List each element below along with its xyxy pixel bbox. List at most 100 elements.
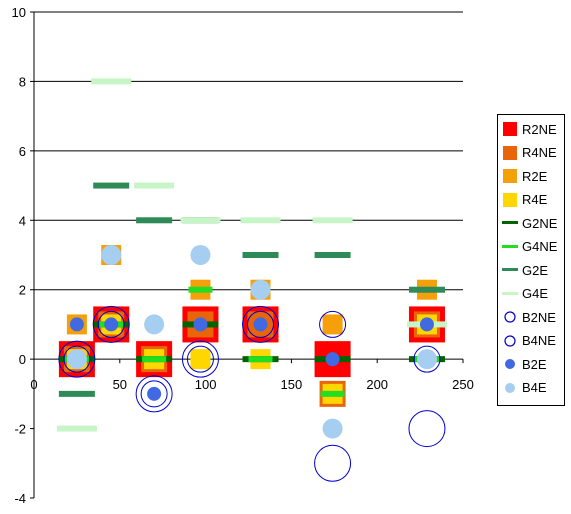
legend-swatch-G4E <box>502 291 518 295</box>
point-R2E-5 <box>322 314 343 335</box>
legend-swatch-G4NE <box>502 244 518 248</box>
legend-label-R2E: R2E <box>522 168 548 184</box>
legend: R2NE R4NE R2E R4E G2NE G4NE G2E G4E B2NE B4NE B2E B… <box>497 114 565 406</box>
series-B2NE <box>63 310 441 408</box>
series-B2E <box>69 317 434 401</box>
legend-label-B2E: B2E <box>522 356 547 372</box>
point-G2E-1 <box>93 182 130 189</box>
legend-label-R4NE: R4NE <box>522 145 557 160</box>
point-G4E-5 <box>312 217 353 224</box>
point-B2E-6 <box>419 317 434 332</box>
legend-marker-G4E <box>502 291 518 295</box>
point-G2E-5 <box>314 252 351 258</box>
legend-marker-B4NE <box>504 334 516 347</box>
legend-marker-G4NE <box>502 244 518 248</box>
y-tick-label-10: 10 <box>12 5 26 20</box>
gridlines <box>34 11 463 291</box>
point-G4NE-2 <box>142 356 167 363</box>
legend-item-G4E: G4E <box>502 285 548 303</box>
legend-label-G2E: G2E <box>522 262 549 278</box>
y-tick-label--4: -4 <box>14 491 26 506</box>
point-B2NE-3 <box>186 345 214 373</box>
legend-swatch-G2E <box>502 268 518 271</box>
legend-label-R4E: R4E <box>522 192 548 207</box>
point-B4E-4 <box>250 279 271 300</box>
legend-item-G4NE: G4NE <box>502 238 557 256</box>
legend-item-B2NE: B2NE <box>502 308 556 326</box>
point-G2E-2 <box>136 217 173 224</box>
point-G2E-6 <box>408 286 445 293</box>
y-tick-label-0: 0 <box>19 352 26 367</box>
point-B4NE-2 <box>135 375 173 413</box>
x-tick-label-0: 0 <box>30 377 37 392</box>
legend-item-B2E: B2E <box>502 355 547 373</box>
legend-marker-R2E <box>503 169 517 183</box>
point-G4NE-5 <box>320 390 345 397</box>
legend-marker-B2NE <box>504 311 516 323</box>
point-B4NE-6 <box>408 410 446 448</box>
point-B2E-1 <box>104 317 119 332</box>
legend-swatch-G2NE <box>502 221 518 224</box>
legend-swatch-R2E <box>503 169 517 183</box>
point-B2NE-6 <box>413 345 441 373</box>
legend-item-G2NE: G2NE <box>502 214 557 232</box>
point-B2NE-1 <box>97 310 125 338</box>
point-B4E-1 <box>101 245 122 265</box>
legend-label-B4E: B4E <box>522 380 547 395</box>
legend-label-G4E: G4E <box>522 286 549 301</box>
legend-swatch-R4NE <box>503 145 517 160</box>
legend-item-B4NE: B4NE <box>502 332 556 350</box>
point-B2E-0 <box>69 317 84 332</box>
point-B2E-2 <box>147 386 162 401</box>
legend-label-B2NE: B2NE <box>522 309 556 325</box>
y-tick-label-8: 8 <box>19 74 26 89</box>
point-B2NE-0 <box>63 345 91 373</box>
legend-marker-G2NE <box>502 221 518 224</box>
point-B2NE-2 <box>140 380 168 408</box>
legend-swatch-B2NE <box>504 311 516 323</box>
point-R4E-3 <box>190 349 211 370</box>
legend-item-R2NE: R2NE <box>502 120 557 138</box>
point-B2E-3 <box>193 317 208 332</box>
point-G4E-0 <box>56 425 97 432</box>
legend-item-B4E: B4E <box>502 379 547 397</box>
legend-swatch-B2E <box>505 359 515 369</box>
point-G4E-2 <box>134 182 175 189</box>
point-B4NE-4 <box>242 305 280 343</box>
legend-swatch-B4E <box>505 382 515 393</box>
legend-item-G2E: G2E <box>502 261 548 279</box>
point-B4E-2 <box>144 314 165 335</box>
x-tick-label-250: 250 <box>452 377 474 392</box>
data-points <box>56 78 447 482</box>
x-tick-label-150: 150 <box>281 377 303 392</box>
point-G4E-3 <box>180 217 221 224</box>
x-tick-label-50: 50 <box>113 377 127 392</box>
legend-label-G4NE: G4NE <box>522 239 558 254</box>
legend-item-R4NE: R4NE <box>502 144 557 162</box>
point-B4E-0 <box>66 349 87 370</box>
point-G2E-0 <box>58 390 95 397</box>
legend-marker-B2E <box>505 359 515 369</box>
point-G4NE-4 <box>248 356 273 363</box>
y-tick-label-2: 2 <box>19 283 26 298</box>
point-B2NE-5 <box>319 310 347 338</box>
point-B4NE-5 <box>314 444 352 482</box>
legend-marker-R4E <box>503 192 517 207</box>
legend-label-R2NE: R2NE <box>522 121 557 137</box>
series-B4E <box>66 245 437 439</box>
legend-swatch-R2NE <box>503 122 517 136</box>
legend-marker-G2E <box>502 268 518 271</box>
y-tick-label-4: 4 <box>19 213 26 228</box>
legend-marker-B4E <box>505 382 515 393</box>
point-B2E-5 <box>325 352 340 367</box>
point-B4NE-0 <box>58 340 96 378</box>
legend-marker-R2NE <box>503 122 517 136</box>
x-tick-label-100: 100 <box>195 377 217 392</box>
point-B2E-4 <box>253 317 268 332</box>
point-B4E-3 <box>190 245 211 265</box>
x-tick-label-200: 200 <box>366 377 388 392</box>
point-B4NE-3 <box>181 340 219 378</box>
series-B4NE <box>58 305 446 482</box>
